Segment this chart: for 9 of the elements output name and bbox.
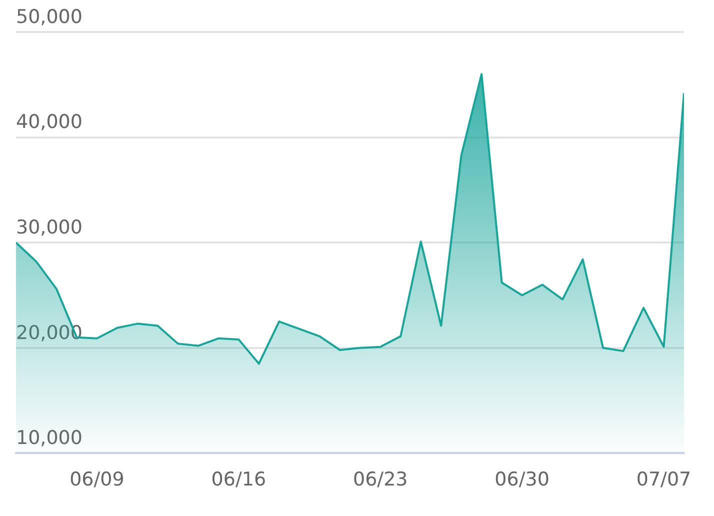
y-tick-label: 40,000	[16, 111, 82, 134]
y-tick-label: 10,000	[16, 427, 82, 450]
x-tick-label: 06/23	[352, 468, 408, 491]
y-tick-label: 50,000	[16, 6, 82, 28]
y-tick-label: 30,000	[16, 216, 82, 239]
x-tick-label: 06/30	[494, 468, 550, 491]
x-tick-label: 06/09	[70, 468, 124, 491]
x-tick-label: 07/07	[636, 468, 692, 491]
x-tick-label: 06/16	[211, 468, 266, 491]
